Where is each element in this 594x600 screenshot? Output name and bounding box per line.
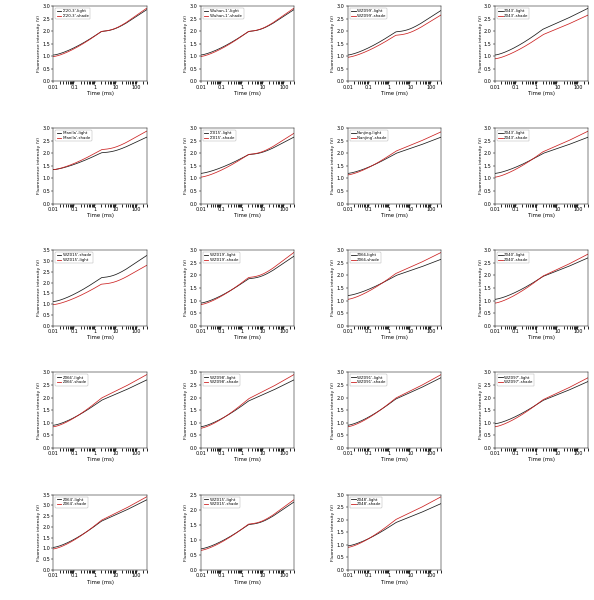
Y-axis label: Fluorescence intensity (V): Fluorescence intensity (V) xyxy=(331,15,336,72)
Legend: 'WZ019'-light, 'WZ019'-shade: 'WZ019'-light, 'WZ019'-shade xyxy=(203,252,240,263)
Legend: Nanjing-light, 'Nanjing'-shade: Nanjing-light, 'Nanjing'-shade xyxy=(350,130,388,141)
X-axis label: Time (ms): Time (ms) xyxy=(233,580,261,584)
Legend: 'WZ015'-light, 'WZ015'-shade: 'WZ015'-light, 'WZ015'-shade xyxy=(203,497,240,508)
X-axis label: Time (ms): Time (ms) xyxy=(381,335,408,340)
X-axis label: Time (ms): Time (ms) xyxy=(528,91,555,96)
Legend: Z064'-light, Z064'-shade: Z064'-light, Z064'-shade xyxy=(55,497,88,508)
X-axis label: Time (ms): Time (ms) xyxy=(87,213,113,218)
Legend: Z048'-light, Z048'-shade: Z048'-light, Z048'-shade xyxy=(350,497,383,508)
Y-axis label: Fluorescence intensity (V): Fluorescence intensity (V) xyxy=(479,15,482,72)
Y-axis label: Fluorescence intensity (V): Fluorescence intensity (V) xyxy=(37,382,41,439)
Legend: Z043'-light, Z043'-shade: Z043'-light, Z043'-shade xyxy=(497,8,529,19)
X-axis label: Time (ms): Time (ms) xyxy=(381,91,408,96)
X-axis label: Time (ms): Time (ms) xyxy=(233,335,261,340)
Y-axis label: Fluorescence intensity (V): Fluorescence intensity (V) xyxy=(184,382,188,439)
Legend: 'Z015'-light, 'Z015'-shade: 'Z015'-light, 'Z015'-shade xyxy=(203,130,236,141)
Y-axis label: Fluorescence intensity (V): Fluorescence intensity (V) xyxy=(479,137,482,194)
Legend: 'WZ091'-light, 'WZ091'-shade: 'WZ091'-light, 'WZ091'-shade xyxy=(350,374,387,386)
X-axis label: Time (ms): Time (ms) xyxy=(528,457,555,463)
Legend: Z066-light, Z066-shade: Z066-light, Z066-shade xyxy=(350,252,381,263)
X-axis label: Time (ms): Time (ms) xyxy=(233,457,261,463)
X-axis label: Time (ms): Time (ms) xyxy=(381,213,408,218)
Y-axis label: Fluorescence intensity (V): Fluorescence intensity (V) xyxy=(37,137,41,194)
X-axis label: Time (ms): Time (ms) xyxy=(528,335,555,340)
Y-axis label: Fluorescence intensity (V): Fluorescence intensity (V) xyxy=(37,504,41,561)
X-axis label: Time (ms): Time (ms) xyxy=(87,457,113,463)
Y-axis label: Fluorescence intensity (V): Fluorescence intensity (V) xyxy=(331,382,336,439)
Y-axis label: Fluorescence intensity (V): Fluorescence intensity (V) xyxy=(479,382,482,439)
X-axis label: Time (ms): Time (ms) xyxy=(233,213,261,218)
Y-axis label: Fluorescence intensity (V): Fluorescence intensity (V) xyxy=(37,259,41,316)
Y-axis label: Fluorescence intensity (V): Fluorescence intensity (V) xyxy=(331,504,336,561)
X-axis label: Time (ms): Time (ms) xyxy=(528,213,555,218)
X-axis label: Time (ms): Time (ms) xyxy=(233,91,261,96)
Legend: 'WZ097'-light, 'WZ097'-shade: 'WZ097'-light, 'WZ097'-shade xyxy=(497,374,535,386)
Legend: Z043'-light, Z043'-shade: Z043'-light, Z043'-shade xyxy=(497,130,529,141)
Legend: 'WZ099'-light, 'WZ099'-shade: 'WZ099'-light, 'WZ099'-shade xyxy=(350,8,387,19)
Legend: 'WZ015'-shade, 'WZ015'-light: 'WZ015'-shade, 'WZ015'-light xyxy=(55,252,93,263)
Y-axis label: Fluorescence intensity (V): Fluorescence intensity (V) xyxy=(331,259,336,316)
Y-axis label: Fluorescence intensity (V): Fluorescence intensity (V) xyxy=(331,137,336,194)
Legend: 'Z20-3'-light, 'Z20-3'-shade: 'Z20-3'-light, 'Z20-3'-shade xyxy=(55,8,90,19)
X-axis label: Time (ms): Time (ms) xyxy=(381,457,408,463)
Y-axis label: Fluorescence intensity (V): Fluorescence intensity (V) xyxy=(184,137,188,194)
Legend: 'Manila'-light, 'Manila'-shade: 'Manila'-light, 'Manila'-shade xyxy=(55,130,92,141)
Y-axis label: Fluorescence intensity (V): Fluorescence intensity (V) xyxy=(37,15,41,72)
X-axis label: Time (ms): Time (ms) xyxy=(87,335,113,340)
X-axis label: Time (ms): Time (ms) xyxy=(87,580,113,584)
Legend: 'WZ098'-light, 'WZ098'-shade: 'WZ098'-light, 'WZ098'-shade xyxy=(203,374,240,386)
X-axis label: Time (ms): Time (ms) xyxy=(381,580,408,584)
Y-axis label: Fluorescence intensity (V): Fluorescence intensity (V) xyxy=(184,15,188,72)
Y-axis label: Fluorescence intensity (V): Fluorescence intensity (V) xyxy=(184,259,188,316)
Legend: 'Wuhan-1'-light, 'Wuhan-1'-shade: 'Wuhan-1'-light, 'Wuhan-1'-shade xyxy=(203,8,244,19)
X-axis label: Time (ms): Time (ms) xyxy=(87,91,113,96)
Y-axis label: Fluorescence intensity (V): Fluorescence intensity (V) xyxy=(479,259,482,316)
Legend: Z066'-light, Z066'-shade: Z066'-light, Z066'-shade xyxy=(55,374,88,386)
Legend: Z040'-light, Z040'-shade: Z040'-light, Z040'-shade xyxy=(497,252,529,263)
Y-axis label: Fluorescence intensity (V): Fluorescence intensity (V) xyxy=(184,504,188,561)
